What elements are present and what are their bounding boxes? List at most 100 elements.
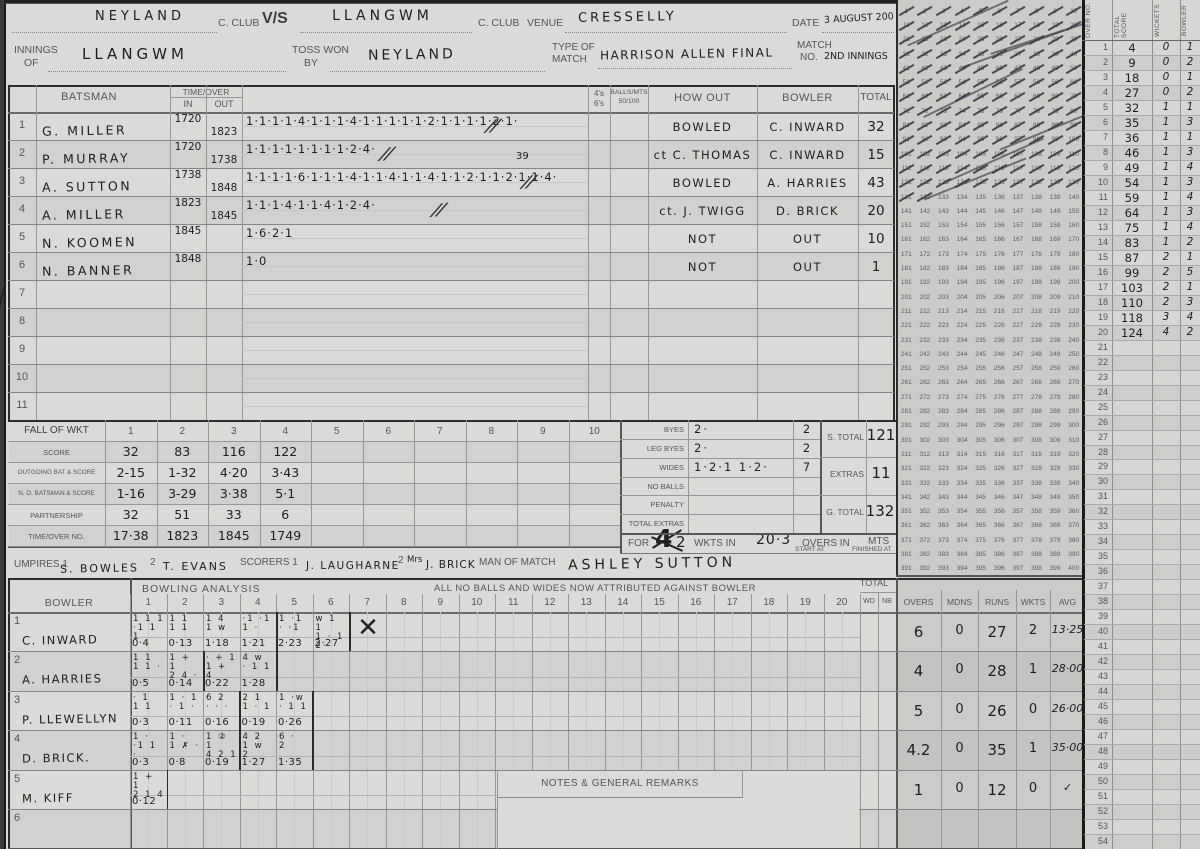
over-log-bowler: 4 xyxy=(1186,160,1194,173)
score-grid-number-struck: 100 xyxy=(1064,133,1083,147)
over-log-over-number: 8 xyxy=(1102,146,1108,157)
score-grid-number: 289 xyxy=(1049,408,1061,416)
over-log-over-number: 16 xyxy=(1097,266,1108,277)
score-grid-number: 298 xyxy=(1031,422,1042,430)
fow-row-shade xyxy=(9,441,620,462)
score-grid-number: 162 xyxy=(919,236,931,244)
score-grid-number: 216 xyxy=(993,307,1005,315)
over-log-row-line xyxy=(1084,654,1200,656)
score-grid-number: 236 xyxy=(993,336,1005,344)
score-grid-number: 379 xyxy=(1049,536,1061,544)
fow-value: 1749 xyxy=(269,528,302,543)
over-log-row-shade xyxy=(1084,294,1200,310)
bowling-over-col-header: 4 xyxy=(254,597,261,608)
for-label: FOR xyxy=(628,538,650,549)
score-grid-number: 314 xyxy=(956,450,968,458)
batting-row-midline xyxy=(242,378,588,379)
score-grid-number-struck: 58 xyxy=(1027,76,1046,90)
batting-row-midline xyxy=(242,406,588,407)
score-grid-number: 304 xyxy=(956,436,968,444)
notes-box-right-line xyxy=(742,770,743,798)
bowling-overs-value: 5 xyxy=(913,701,924,720)
over-log-row-line xyxy=(1084,579,1200,581)
score-grid-number-struck: 53 xyxy=(934,76,953,90)
fow-row-line xyxy=(8,504,620,505)
over-log-header: OVER NO. xyxy=(1085,2,1092,38)
notes-label: NOTES & GENERAL REMARKS xyxy=(541,778,699,789)
over-log-over-number: 39 xyxy=(1097,611,1108,622)
score-grid-number: 232 xyxy=(919,336,931,344)
score-grid-number: 210 xyxy=(1068,293,1080,301)
over-log-over-number: 2 xyxy=(1102,56,1108,67)
over-log-over-number: 44 xyxy=(1097,686,1108,697)
score-grid-number: 330 xyxy=(1068,465,1080,473)
score-grid-number: 325 xyxy=(975,465,987,473)
score-grid-number: 177 xyxy=(1012,250,1024,258)
over-log-bowler: 1 xyxy=(1186,250,1194,263)
fow-value: 4·20 xyxy=(219,465,248,480)
batsman-runs-tally: 1·1·1·1·6·1·1·1·4·1·1·4·1·1·4·1·1·2·1·1·… xyxy=(246,170,558,184)
over-log-row-line xyxy=(1084,114,1200,116)
bowling-over-col-header: 5 xyxy=(291,597,298,608)
over-log-over-number: 18 xyxy=(1097,296,1108,307)
batsman-total: 43 xyxy=(867,175,885,191)
bowling-over-col-line xyxy=(714,594,715,849)
bowling-note-label: ALL NO BALLS AND WIDES NOW ATTRIBUTED AG… xyxy=(434,583,756,594)
innings-label-1: INNINGS xyxy=(14,44,58,56)
score-grid-number-struck: 117 xyxy=(1009,161,1028,175)
score-grid-number: 150 xyxy=(1068,207,1080,215)
notes-underline xyxy=(497,797,743,798)
score-grid-number: 274 xyxy=(956,393,968,401)
bowling-over-col-line xyxy=(604,594,606,849)
score-grid-number-struck: 35 xyxy=(971,47,990,61)
batsman-row-number: 9 xyxy=(18,343,26,355)
batsman-time-out: 1845 xyxy=(210,210,238,222)
fow-row-line xyxy=(8,441,620,442)
score-grid-number: 362 xyxy=(919,522,931,530)
over-log-row-shade xyxy=(1084,234,1200,250)
match-no-label-2: NO. xyxy=(800,52,818,63)
batsman-time-in: 1848 xyxy=(174,253,202,265)
team-a: NEYLAND xyxy=(94,9,186,24)
over-log-row-shade xyxy=(1084,384,1200,400)
over-log-row-line xyxy=(1084,204,1200,206)
over-log-row-line xyxy=(1084,99,1200,101)
score-grid-number: 389 xyxy=(1049,551,1061,559)
over-log-row-line xyxy=(1084,339,1200,341)
score-grid-number: 160 xyxy=(1068,222,1080,230)
extras-row-line xyxy=(620,514,820,515)
bowling-over-col-header: 19 xyxy=(799,597,811,608)
score-grid-number: 290 xyxy=(1068,408,1080,416)
over-log-row-line xyxy=(1084,534,1200,536)
over-log-wickets: 1 xyxy=(1162,130,1170,143)
date-label: DATE xyxy=(792,17,820,29)
innings-label-2: OF xyxy=(24,57,39,69)
score-grid-number-struck: 109 xyxy=(1046,147,1065,161)
over-log-row-shade xyxy=(1084,834,1200,849)
over-log-bowler: 4 xyxy=(1186,220,1194,233)
wd-label: WD xyxy=(863,598,875,605)
score-grid-number: 135 xyxy=(975,193,987,201)
score-grid-number-struck: 61 xyxy=(897,90,916,104)
score-grid-number-struck: 66 xyxy=(990,90,1009,104)
batsman-how-out: ct. J. TWIGG xyxy=(659,204,746,218)
batsman-out-bowler: C. INWARD xyxy=(769,120,846,134)
total-col-header: TOTAL xyxy=(860,92,892,103)
score-grid-number: 313 xyxy=(938,450,949,458)
scorer-2-label: 2 xyxy=(398,555,404,566)
bowling-over-col-header: 12 xyxy=(544,597,556,608)
over-log-over-number: 45 xyxy=(1097,701,1108,712)
bowling-over-tally: 6 · 2 xyxy=(279,732,296,751)
score-grid-number: 241 xyxy=(900,350,912,358)
bowling-row-line xyxy=(8,691,1085,692)
score-grid-number-struck: 41 xyxy=(897,61,916,75)
fow-row-label: N. O. BATSMAN & SCORE xyxy=(18,490,95,497)
over-log-score: 36 xyxy=(1124,130,1140,145)
score-grid-number: 172 xyxy=(919,250,931,258)
bowling-over-tally: 1 1 1 1 · xyxy=(133,653,162,672)
score-grid-number: 390 xyxy=(1068,551,1080,559)
bowling-over-col-header: 20 xyxy=(836,597,848,608)
score-grid-number: 230 xyxy=(1068,322,1080,330)
over-log-row-line xyxy=(1084,594,1200,596)
over-log-row-shade xyxy=(1084,264,1200,280)
